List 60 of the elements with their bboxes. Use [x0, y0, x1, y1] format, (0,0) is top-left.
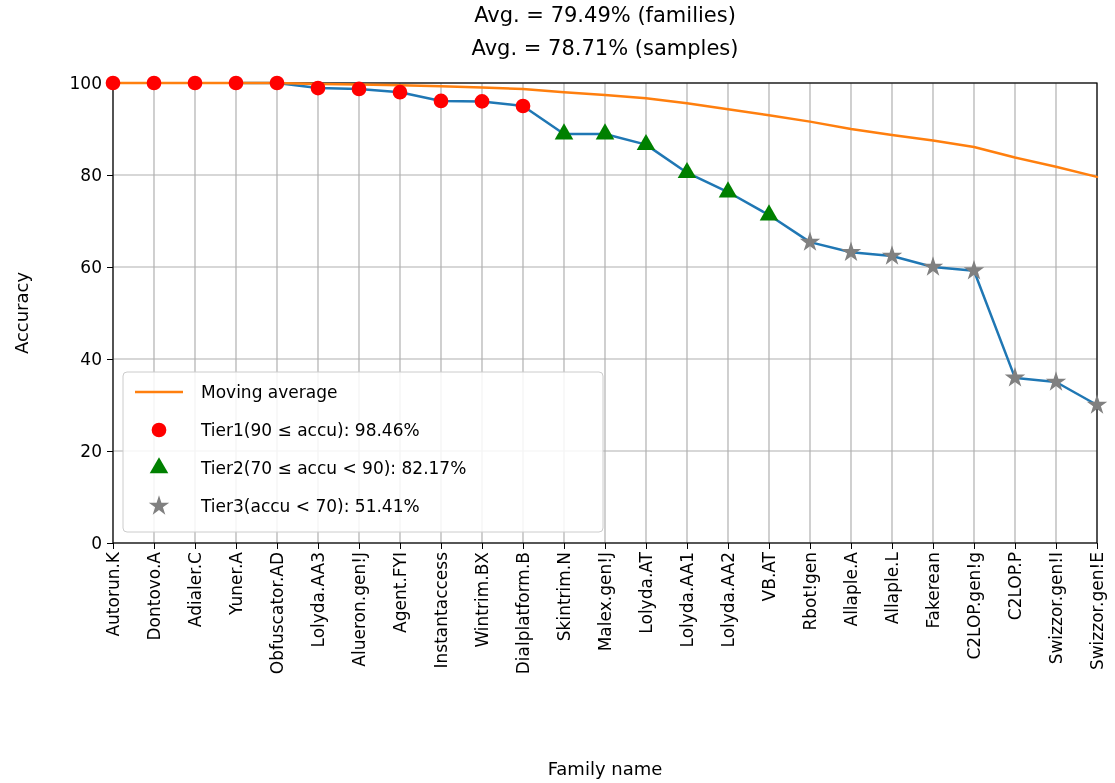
point — [187, 75, 203, 91]
x-tick-label: Allaple.A — [841, 551, 862, 627]
x-tick-label: Obfuscator.AD — [267, 552, 288, 675]
x-tick-label: VB.AT — [759, 551, 780, 602]
point — [392, 84, 408, 100]
point — [1045, 371, 1067, 391]
legend-label: Tier3(accu < 70): 51.41% — [200, 495, 420, 516]
x-tick-label: Agent.FYI — [390, 552, 411, 633]
point — [269, 75, 285, 91]
x-axis-title: Family name — [547, 758, 663, 779]
x-tick-label: Swizzor.gen!E — [1087, 552, 1108, 671]
point — [759, 204, 779, 221]
y-tick-label: 60 — [80, 256, 102, 277]
point — [799, 231, 821, 251]
legend-label: Tier2(70 ≤ accu < 90): 82.17% — [200, 457, 467, 478]
x-tick-label: Lolyda.AA3 — [308, 552, 329, 648]
x-tick-label: Instantaccess — [431, 551, 452, 669]
x-tick-label: Dontovo.A — [144, 551, 165, 641]
x-tick-label: Autorun.K — [103, 551, 124, 637]
x-tick-label: Allaple.L — [882, 551, 903, 625]
x-tick-label: Lolyda.AA2 — [718, 552, 739, 648]
chart-title: Avg. = 79.49% (families) — [474, 3, 736, 27]
point — [1086, 394, 1108, 414]
x-tick-label: Yuner.A — [226, 551, 247, 616]
point — [922, 256, 944, 276]
point — [963, 259, 985, 280]
point — [515, 98, 531, 114]
point — [146, 75, 162, 91]
x-tick-label: Rbot!gen — [800, 552, 821, 631]
x-tick-label: Lolyda.AT — [636, 551, 657, 634]
point — [718, 181, 738, 198]
x-tick-label: Wintrim.BX — [472, 551, 493, 648]
chart-subtitle: Avg. = 78.71% (samples) — [471, 36, 739, 60]
x-tick-label: C2LOP.gen!g — [964, 552, 985, 660]
x-tick-label: Skintrim.N — [554, 552, 575, 642]
legend-label: Tier1(90 ≤ accu): 98.46% — [200, 419, 420, 440]
y-tick-label: 80 — [80, 164, 102, 185]
y-tick-label: 20 — [80, 440, 102, 461]
x-tick-label: Alueron.gen!J — [349, 552, 370, 667]
y-tick-label: 40 — [80, 348, 102, 369]
x-tick-label: Malex.gen!J — [595, 552, 616, 652]
point — [351, 81, 367, 97]
x-tick-label: Dialplatform.B — [513, 552, 534, 675]
point — [228, 75, 244, 91]
legend-label: Moving average — [201, 381, 338, 402]
y-axis-title: Accuracy — [11, 271, 32, 355]
x-tick-label: Swizzor.gen!I — [1046, 552, 1067, 665]
x-tick-label: Lolyda.AA1 — [677, 552, 698, 648]
point — [105, 75, 121, 91]
point — [433, 93, 449, 109]
point — [881, 245, 903, 265]
y-tick-label: 0 — [91, 532, 102, 553]
point — [310, 80, 326, 96]
x-tick-label: C2LOP.P — [1005, 552, 1026, 621]
x-tick-label: Fakerean — [923, 552, 944, 629]
point — [1004, 367, 1026, 387]
point — [474, 94, 490, 109]
x-tick-label: Adialer.C — [185, 552, 206, 628]
y-tick-label: 100 — [69, 72, 102, 93]
point — [840, 241, 862, 261]
